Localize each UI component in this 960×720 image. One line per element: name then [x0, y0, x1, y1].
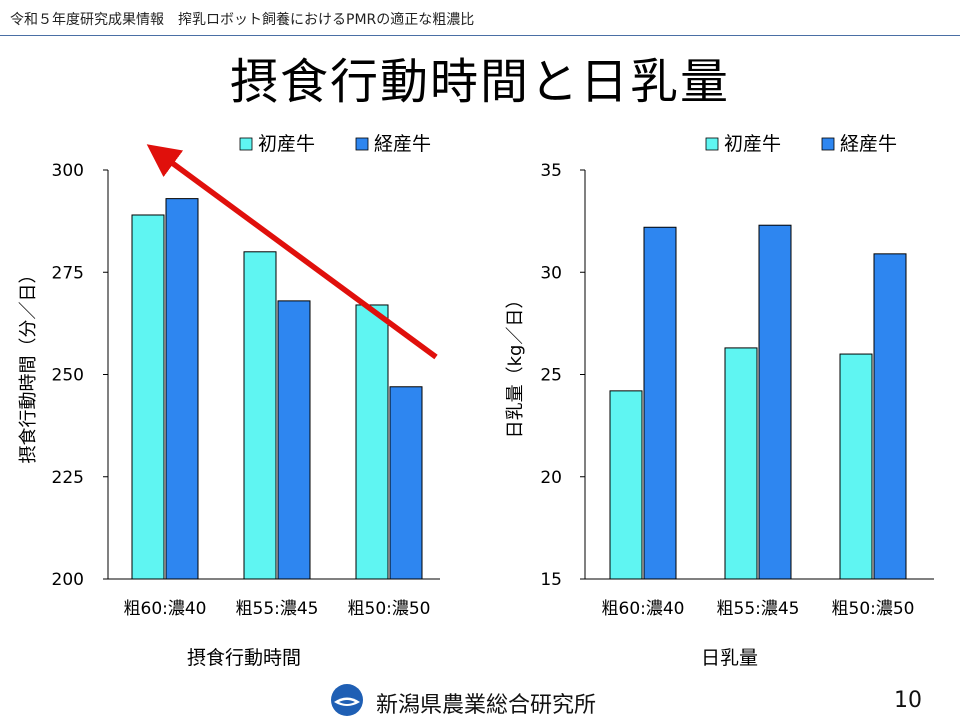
- y-tick-label: 225: [52, 468, 84, 488]
- chart-feeding-time: 200 225 250 275 300 摂食行動時間（分／日） 粗60:濃40 粗55:濃45…: [18, 133, 440, 669]
- bar-multiparous: [758, 224, 792, 580]
- chart-title: 日乳量: [701, 647, 758, 669]
- header-text: 令和５年度研究成果情報 搾乳ロボット飼養におけるPMRの適正な粗濃比: [10, 12, 475, 28]
- bar-primiparous: [131, 214, 165, 580]
- bar-multiparous: [165, 198, 199, 580]
- y-tick-label: 275: [52, 263, 84, 283]
- x-category-label: 粗50:濃50: [348, 599, 431, 619]
- x-category-label: 粗55:濃45: [717, 599, 800, 619]
- y-tick-label: 250: [52, 366, 84, 386]
- slide-header: 令和５年度研究成果情報 搾乳ロボット飼養におけるPMRの適正な粗濃比: [0, 0, 960, 36]
- y-tick-label: 35: [540, 161, 562, 181]
- bar-primiparous: [839, 353, 873, 580]
- bar-primiparous: [355, 304, 389, 580]
- y-tick-label: 15: [540, 570, 562, 590]
- header-rule: [0, 35, 960, 36]
- page-number: 10: [894, 688, 922, 713]
- bar-primiparous: [243, 251, 277, 580]
- y-axis-title: 日乳量（kg／日）: [505, 291, 526, 439]
- footer-organization: 新潟県農業総合研究所: [376, 693, 597, 718]
- chart-title: 摂食行動時間: [187, 647, 301, 669]
- slide-title: 摂食行動時間と日乳量: [229, 54, 730, 110]
- legend-label: 初産牛: [258, 133, 315, 155]
- legend-swatch: [821, 137, 835, 151]
- y-tick-label: 300: [52, 161, 84, 181]
- y-axis-title: 摂食行動時間（分／日）: [18, 266, 39, 464]
- bar-multiparous: [643, 226, 677, 580]
- chart-daily-milk-yield: 15 20 25 30 35 日乳量（kg／日） 粗60:濃40 粗55:濃45 粗50:濃50…: [505, 133, 934, 669]
- y-tick-label: 200: [52, 570, 84, 590]
- y-tick-label: 25: [540, 366, 562, 386]
- bar-multiparous: [277, 300, 311, 580]
- bar-primiparous: [609, 390, 643, 580]
- bar-primiparous: [724, 347, 758, 580]
- legend-swatch: [355, 137, 369, 151]
- legend-swatch: [239, 137, 253, 151]
- x-category-label: 粗60:濃40: [602, 599, 685, 619]
- y-tick-label: 30: [540, 263, 562, 283]
- bar-multiparous: [389, 386, 423, 580]
- trend-arrow: [146, 144, 438, 360]
- x-category-label: 粗55:濃45: [236, 599, 319, 619]
- x-category-label: 粗60:濃40: [124, 599, 207, 619]
- bar-multiparous: [873, 253, 907, 580]
- legend-swatch: [705, 137, 719, 151]
- x-category-label: 粗50:濃50: [832, 599, 915, 619]
- legend-label: 経産牛: [374, 133, 431, 155]
- y-tick-label: 20: [540, 468, 562, 488]
- niigata-prefecture-logo: [331, 684, 363, 716]
- legend-label: 経産牛: [840, 133, 897, 155]
- legend-label: 初産牛: [724, 133, 781, 155]
